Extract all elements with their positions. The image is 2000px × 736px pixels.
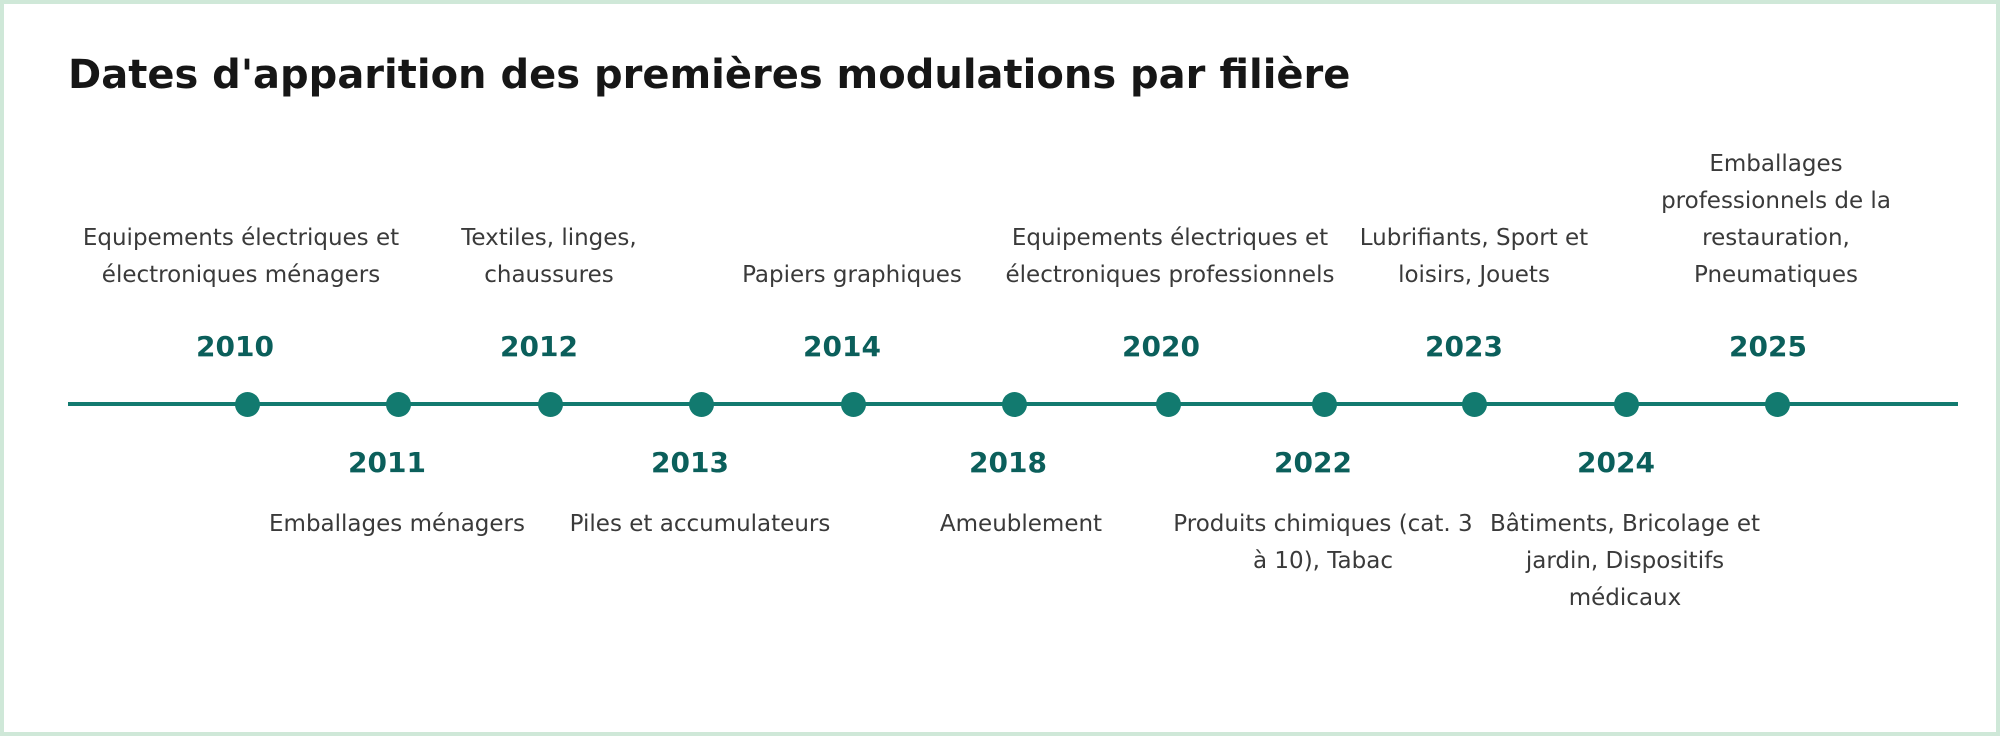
timeline-dot — [1764, 392, 1790, 417]
timeline-dot — [1001, 392, 1027, 417]
timeline-dot — [840, 392, 866, 417]
event-year: 2012 — [500, 330, 578, 363]
event-year: 2025 — [1729, 330, 1807, 363]
event-year: 2013 — [651, 446, 729, 479]
event-label: Emballages ménagers — [269, 511, 525, 537]
event-year: 2010 — [196, 330, 274, 363]
timeline-dot — [688, 392, 714, 417]
event-label: Ameublement — [939, 511, 1103, 537]
event-label: Bâtiments, Bricolage et jardin, Disposit… — [1489, 511, 1761, 611]
event-label: Piles et accumulateurs — [569, 511, 831, 537]
timeline-dot — [537, 392, 563, 417]
event-year: 2022 — [1274, 446, 1352, 479]
timeline-dot — [234, 392, 260, 417]
event-year: 2024 — [1577, 446, 1655, 479]
event-year: 2018 — [969, 446, 1047, 479]
event-label: Equipements électriques et électroniques… — [82, 225, 400, 288]
timeline-dot — [1461, 392, 1487, 417]
event-year: 2023 — [1425, 330, 1503, 363]
event-label: Emballages professionnels de la restaura… — [1661, 151, 1891, 288]
event-label: Textiles, linges, chaussures — [461, 225, 637, 288]
event-year: 2011 — [348, 446, 426, 479]
event-label: Lubrifiants, Sport et loisirs, Jouets — [1359, 225, 1589, 288]
event-year: 2020 — [1122, 330, 1200, 363]
page-title: Dates d'apparition des premières modulat… — [68, 52, 1351, 98]
event-label: Papiers graphiques — [742, 262, 962, 288]
timeline-dot — [385, 392, 411, 417]
event-label: Equipements électriques et électroniques… — [1005, 225, 1335, 288]
event-label: Produits chimiques (cat. 3 à 10), Tabac — [1173, 511, 1473, 574]
timeline-dot — [1155, 392, 1181, 417]
timeline-dot — [1613, 392, 1639, 417]
event-year: 2014 — [803, 330, 881, 363]
timeline-dot — [1311, 392, 1337, 417]
